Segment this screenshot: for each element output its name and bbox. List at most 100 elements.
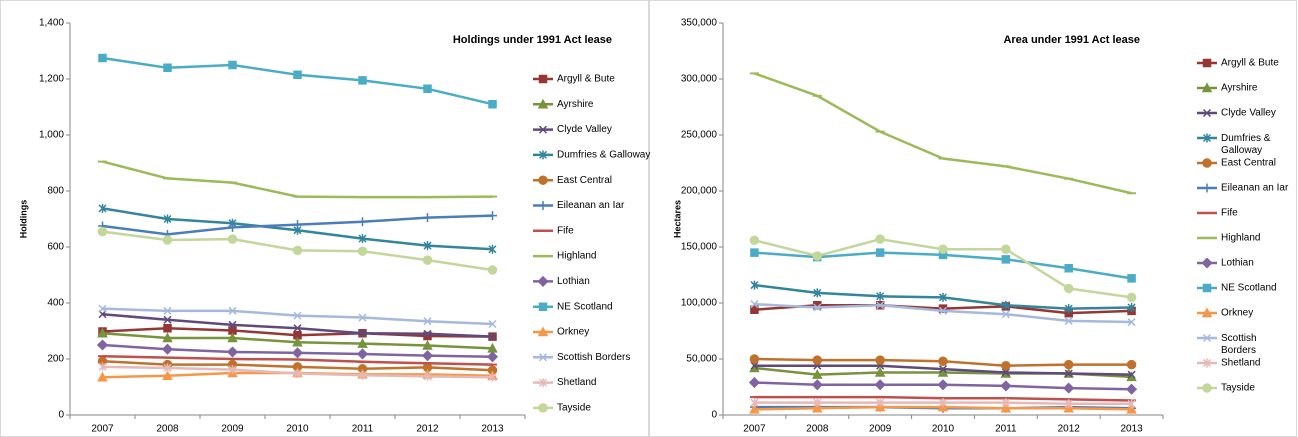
marker [423,329,432,338]
marker [488,319,497,329]
legend-label: Shetland [1221,358,1260,369]
marker [1127,318,1136,327]
legend-label: NE Scotland [557,301,613,312]
marker [162,332,173,343]
marker [812,355,823,365]
marker [293,220,302,230]
marker [876,291,885,301]
marker [293,324,302,333]
x-tick-label: 2008 [806,424,829,435]
marker [421,350,434,362]
legend-marker [1201,82,1213,93]
marker [423,84,432,94]
x-tick-label: 2011 [352,424,374,435]
x-tick-label: 2008 [156,424,179,435]
marker [163,63,172,73]
chart-title: Holdings under 1991 Act lease [453,34,612,46]
marker [1063,382,1075,394]
legend-marker [1202,133,1212,143]
y-tick-label: 200 [47,354,64,365]
legend-label: Orkney [1221,308,1253,319]
legend-marker [1202,383,1212,393]
marker [1126,403,1137,414]
legend-label: Tayside [557,403,591,414]
legend-label: Lothian [1221,258,1254,269]
legend-line: Galloway [1221,145,1262,156]
marker [812,251,823,261]
x-tick-label: 2009 [221,424,244,435]
marker [293,70,302,80]
marker [1064,369,1073,378]
legend-label: East Central [1221,158,1276,169]
legend-label: Tayside [1221,383,1255,394]
marker [97,327,108,338]
legend-label: Argyll & Bute [1221,58,1279,69]
legend-label: Ayrshire [1221,83,1258,94]
marker [98,203,107,213]
marker [1001,310,1010,319]
panel-frame [0,0,649,437]
marker [161,343,174,355]
marker [937,366,949,377]
legend-label: Ayrshire [557,99,594,110]
marker [358,234,367,244]
y-tick-label: 250,000 [681,130,718,141]
legend-label: Highland [1221,233,1260,244]
marker [1063,283,1074,294]
marker [423,317,432,326]
legend-label: Scottish Borders [557,352,630,363]
marker [227,234,238,244]
marker [97,226,108,237]
marker [1001,398,1010,408]
marker [227,332,238,343]
marker [486,351,499,363]
marker [162,370,173,381]
legend-label: Eileanan an Iar [557,200,625,211]
marker [96,339,109,351]
marker [1127,302,1136,312]
legend-label: Fife [557,225,574,236]
marker [488,211,497,221]
marker [163,214,172,224]
marker [749,235,760,246]
marker [1064,316,1073,325]
legend-label: Argyll & Bute [557,74,615,85]
legend-label: Dumfries & Galloway [557,150,650,161]
marker [488,372,497,382]
x-tick-label: 2011 [995,424,1017,435]
y-tick-label: 0 [58,410,64,421]
marker [1064,304,1073,314]
marker [1126,359,1137,370]
marker [358,329,367,338]
marker [358,76,367,85]
marker [228,306,237,315]
marker [488,99,497,109]
marker [812,402,823,413]
legend-line: Scottish [1221,333,1257,344]
marker [875,355,885,365]
marker [1126,383,1138,395]
marker [1001,300,1010,310]
legend-marker [1202,358,1212,368]
marker [1064,399,1073,409]
marker [357,246,368,256]
y-tick-label: 50,000 [686,354,717,365]
marker [811,379,823,391]
legend-marker [538,353,548,362]
legend-marker [1202,158,1212,168]
legend-label: Orkney [557,327,589,338]
x-tick-label: 2012 [1058,424,1081,435]
y-tick-label: 1,400 [39,18,64,29]
x-tick-label: 2009 [869,424,892,435]
legend-label: Dumfries & Galloway [1221,133,1271,156]
marker [487,265,498,275]
legend-marker [1202,108,1212,118]
marker [937,379,949,391]
marker [1126,292,1137,303]
marker [875,234,885,244]
marker [358,370,367,380]
legend-marker [1202,183,1212,193]
chart-title: Area under 1991 Act lease [1003,34,1140,46]
marker [292,336,303,347]
